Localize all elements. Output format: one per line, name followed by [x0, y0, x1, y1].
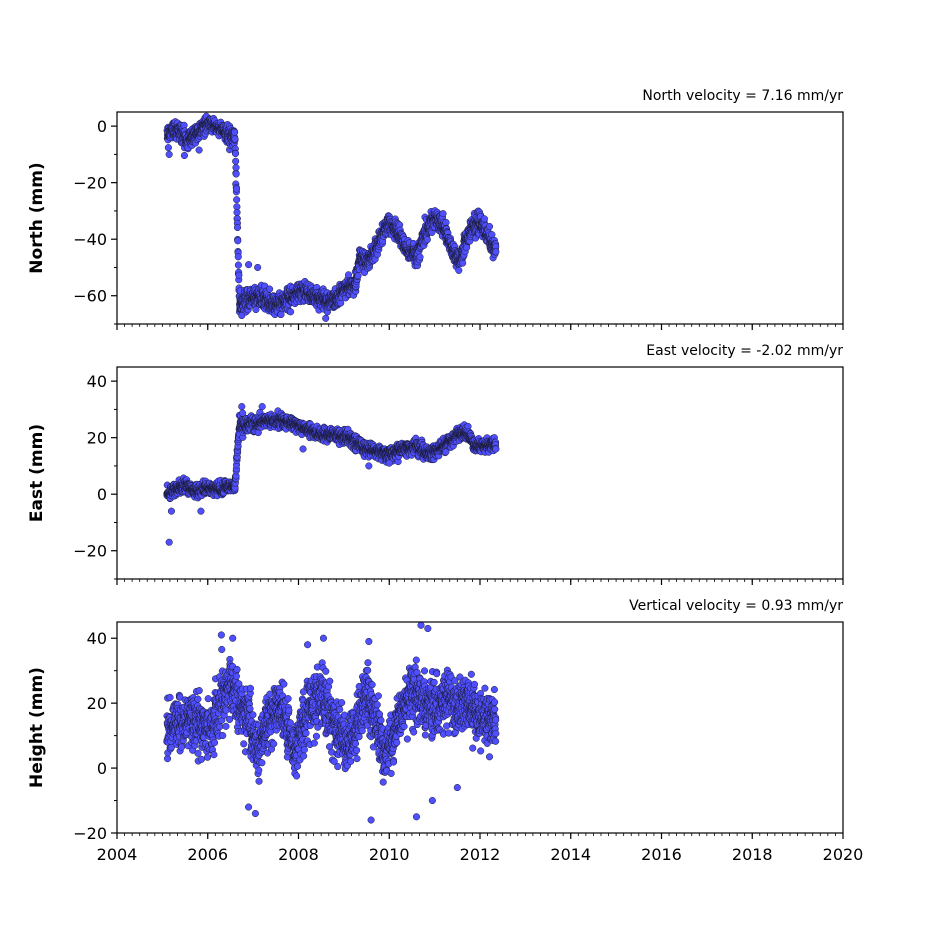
north-data-points	[163, 112, 500, 322]
north-point	[233, 208, 241, 216]
north-outlier-point	[245, 261, 253, 269]
east-outlier-point	[385, 459, 393, 467]
north-point	[463, 243, 471, 252]
north-y-tick-label: −40	[73, 230, 107, 249]
east-outlier-point	[165, 538, 173, 546]
north-point	[233, 223, 242, 232]
north-point	[231, 135, 239, 143]
east-outlier-point	[167, 507, 175, 515]
north-point	[354, 272, 362, 280]
east-outlier-point	[258, 403, 266, 411]
east-outlier-point	[299, 445, 307, 453]
north-point	[442, 218, 450, 227]
north-point	[195, 146, 203, 154]
panel-north: 0 −20 −40 −60 North velocity = 7.16 mm/yr Nor…	[27, 88, 844, 330]
north-point	[234, 253, 242, 261]
north-point	[180, 151, 188, 160]
north-point	[480, 215, 488, 223]
east-y-tick-label: 40	[87, 372, 107, 391]
north-point	[416, 253, 424, 261]
north-point	[232, 164, 240, 172]
north-point	[164, 144, 172, 152]
north-y-tick-label: −60	[73, 287, 107, 306]
north-point	[485, 222, 494, 231]
east-y-tick-label: 20	[87, 429, 107, 448]
east-outlier-point	[238, 403, 246, 411]
east-outlier-point	[365, 462, 373, 470]
north-point	[233, 196, 241, 204]
north-point	[231, 149, 240, 158]
east-velocity-title: East velocity = -2.02 mm/yr	[646, 343, 843, 359]
north-point	[232, 170, 240, 178]
east-y-tick-label: −20	[73, 542, 107, 561]
east-y-tick-label: 0	[97, 485, 107, 504]
north-point	[277, 310, 285, 319]
north-point	[266, 285, 274, 293]
east-y-axis-label: East (mm)	[27, 424, 47, 522]
north-y-axis-label: North (mm)	[27, 162, 47, 273]
north-point	[287, 308, 295, 316]
north-point	[455, 266, 463, 274]
north-point	[234, 237, 242, 245]
panel-east: 40 20 0 −20 East velocity = -2.02 mm/yr East …	[27, 343, 844, 585]
east-data-points	[163, 403, 500, 546]
north-point	[235, 271, 243, 279]
north-point	[234, 261, 242, 269]
north-outlier-point	[238, 311, 246, 320]
north-outlier-point	[322, 314, 330, 322]
north-velocity-title: North velocity = 7.16 mm/yr	[642, 88, 843, 104]
north-point	[492, 248, 500, 256]
north-y-tick-label: 0	[97, 117, 107, 136]
north-point	[231, 128, 239, 136]
east-point	[492, 445, 500, 453]
north-outlier-point	[165, 150, 173, 158]
north-outlier-point	[254, 263, 262, 272]
north-point	[439, 210, 447, 218]
north-point	[252, 305, 260, 314]
height-point	[166, 693, 174, 701]
north-point	[423, 236, 431, 244]
north-y-tick-label: −20	[73, 174, 107, 193]
north-point	[232, 185, 241, 193]
east-outlier-point	[197, 507, 205, 515]
north-point	[232, 157, 240, 165]
